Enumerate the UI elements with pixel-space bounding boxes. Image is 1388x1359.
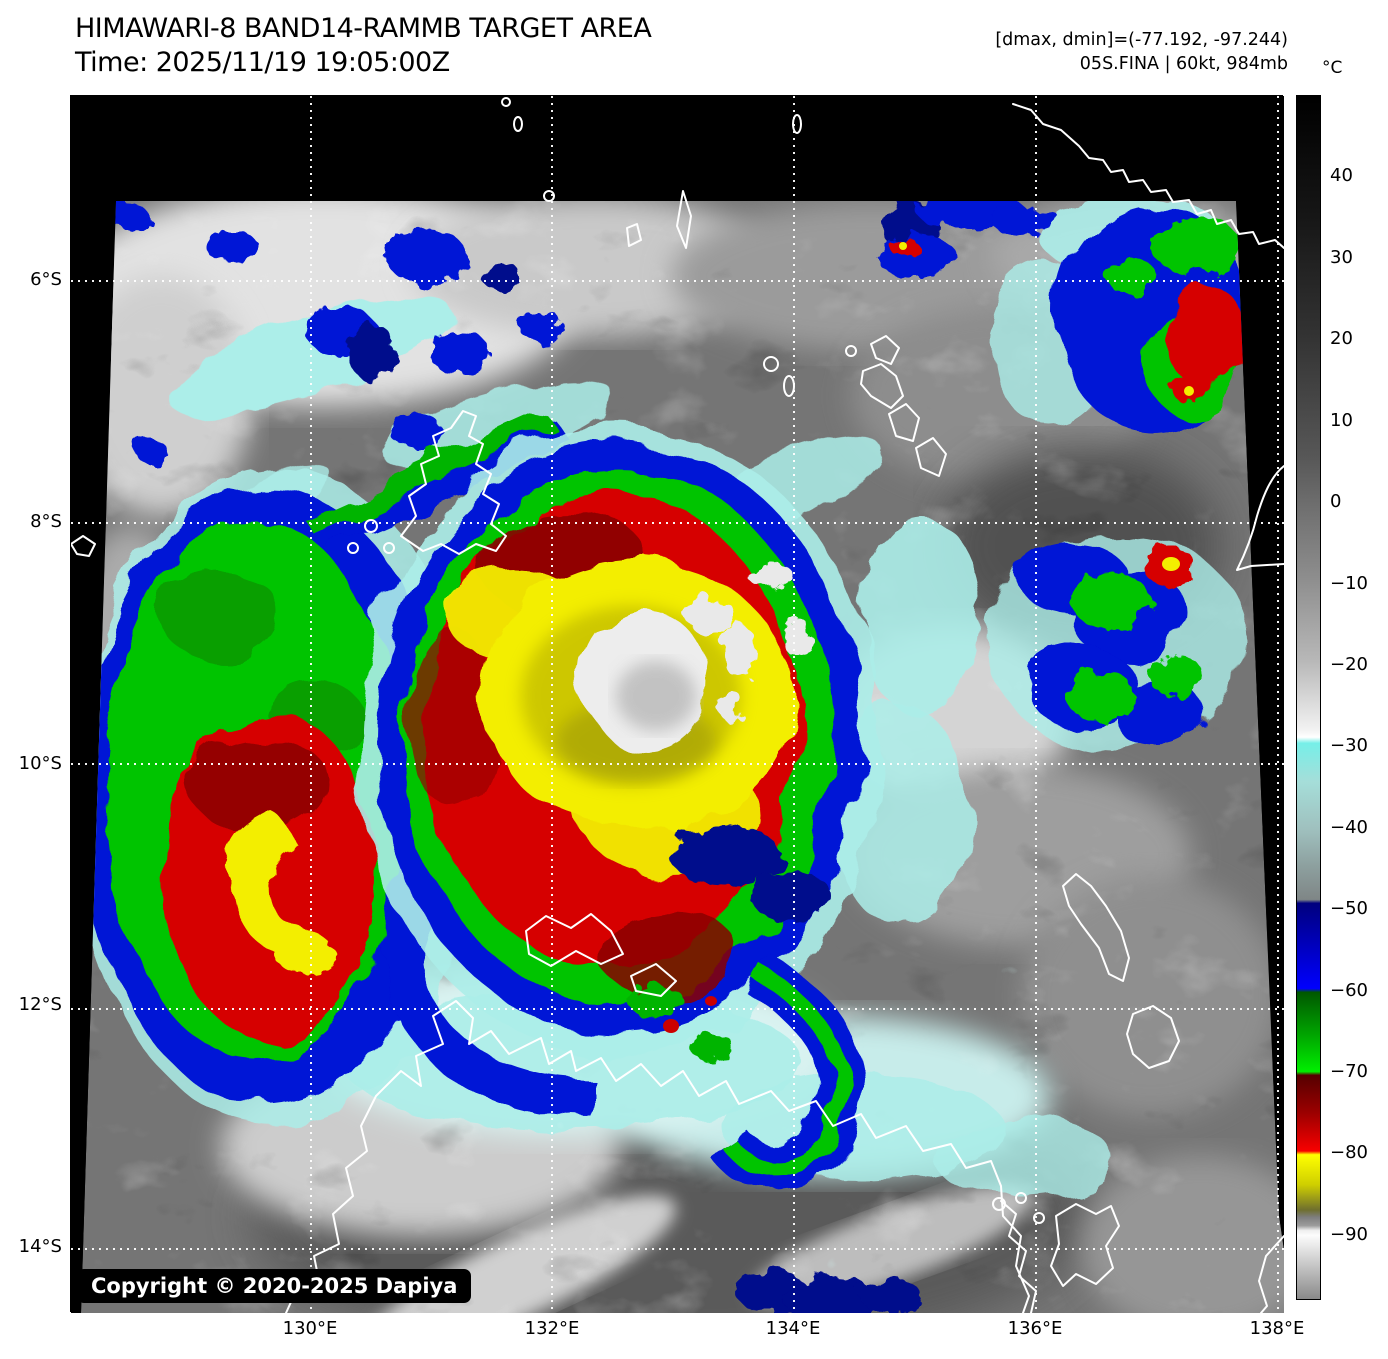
colorbar-tick: −40 <box>1330 817 1368 838</box>
cirrus-cyan-layer <box>131 201 1281 1313</box>
page-title: HIMAWARI-8 BAND14-RAMMB TARGET AREA <box>75 13 652 44</box>
coastlines <box>71 97 1284 1313</box>
ne-storm-cluster <box>876 201 1248 431</box>
colorbar-tick: −30 <box>1330 735 1368 756</box>
colorbar-tick: 10 <box>1330 410 1353 431</box>
cyclone <box>357 426 881 1191</box>
colorbar-tick: −10 <box>1330 573 1368 594</box>
timestamp: Time: 2025/11/19 19:05:00Z <box>75 47 450 78</box>
lon-tick-label: 134°E <box>765 1318 821 1339</box>
east-storm-cluster <box>986 531 1246 751</box>
lat-tick-label: 6°S <box>30 269 62 290</box>
dmax-dmin-readout: [dmax, dmin]=(-77.192, -97.244) <box>995 30 1288 50</box>
colorbar-tick: 30 <box>1330 247 1353 268</box>
colorbar-tick: −70 <box>1330 1061 1368 1082</box>
storm-info-readout: 05S.FINA | 60kt, 984mb <box>1079 54 1288 74</box>
temperature-colorbar <box>1296 95 1321 1300</box>
satellite-map: Copyright © 2020-2025 Dapiya <box>70 95 1284 1313</box>
colorbar-tick: −80 <box>1330 1142 1368 1163</box>
lon-tick-label: 138°E <box>1249 1318 1305 1339</box>
colorbar-tick: 20 <box>1330 328 1353 349</box>
copyright-badge: Copyright © 2020-2025 Dapiya <box>77 1269 472 1303</box>
lat-tick-label: 14°S <box>18 1236 62 1257</box>
header-right-block: [dmax, dmin]=(-77.192, -97.244) 05S.FINA… <box>995 28 1288 76</box>
lon-tick-label: 136°E <box>1007 1318 1063 1339</box>
lat-tick-label: 12°S <box>18 994 62 1015</box>
cyclone-spiral-bands <box>381 826 866 1191</box>
lon-tick-label: 132°E <box>524 1318 580 1339</box>
lon-tick-label: 130°E <box>282 1318 338 1339</box>
colorbar-tick: −60 <box>1330 980 1368 1001</box>
satellite-imagery <box>71 96 1284 1313</box>
colorbar-tick: −90 <box>1330 1224 1368 1245</box>
colorbar-unit-label: °C <box>1322 58 1343 78</box>
lat-tick-label: 8°S <box>30 511 62 532</box>
cloud-deck <box>81 201 1284 1313</box>
colorbar-tick: −20 <box>1330 654 1368 675</box>
scattered-blue-cells <box>104 201 1061 1313</box>
lat-tick-label: 10°S <box>18 753 62 774</box>
header-title-block: HIMAWARI-8 BAND14-RAMMB TARGET AREA Time… <box>75 12 652 80</box>
cyclone-cold-core <box>584 562 810 751</box>
colorbar-tick: 0 <box>1330 491 1342 512</box>
colorbar-tick: −50 <box>1330 898 1368 919</box>
colorbar-tick: 40 <box>1330 165 1353 186</box>
